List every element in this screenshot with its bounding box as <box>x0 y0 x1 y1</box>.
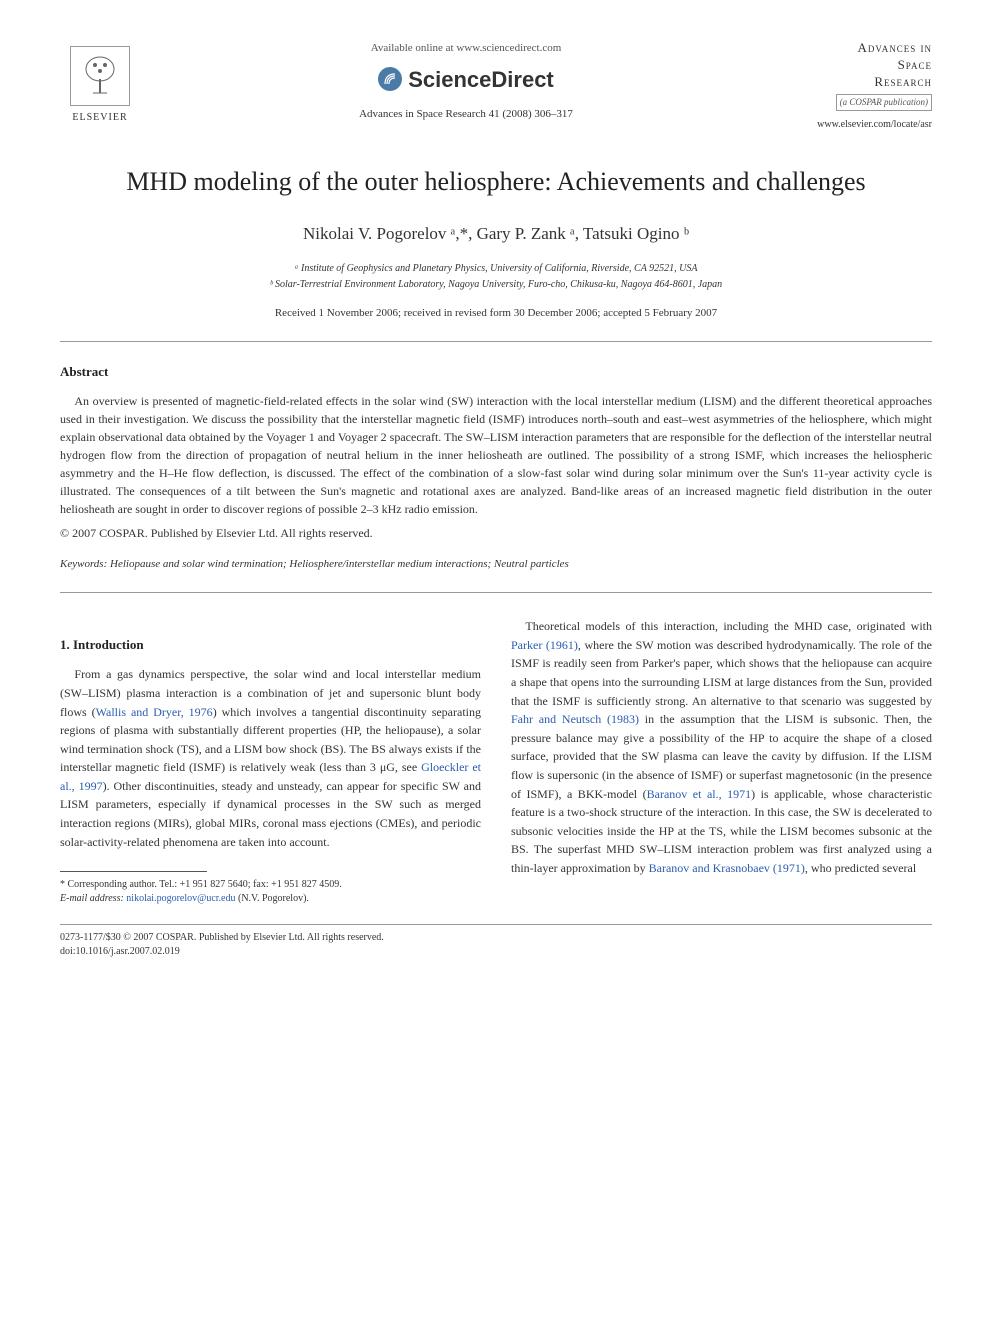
footer: 0273-1177/$30 © 2007 COSPAR. Published b… <box>60 931 932 959</box>
intro-col1-p1: From a gas dynamics perspective, the sol… <box>60 665 481 851</box>
keywords-text: Heliopause and solar wind termination; H… <box>107 558 569 570</box>
footer-line2: doi:10.1016/j.asr.2007.02.019 <box>60 945 932 959</box>
header-center: Available online at www.sciencedirect.co… <box>140 40 792 122</box>
footnote-email-line: E-mail address: nikolai.pogorelov@ucr.ed… <box>60 892 481 906</box>
footnote: * Corresponding author. Tel.: +1 951 827… <box>60 878 481 906</box>
journal-url: www.elsevier.com/locate/asr <box>792 117 932 132</box>
available-online-text: Available online at www.sciencedirect.co… <box>160 40 772 57</box>
header-row: ELSEVIER Available online at www.science… <box>60 40 932 132</box>
divider-top <box>60 341 932 342</box>
citation-fahr-neutsch[interactable]: Fahr and Neutsch (1983) <box>511 712 639 726</box>
elsevier-text: ELSEVIER <box>72 110 127 125</box>
footnote-corresponding: * Corresponding author. Tel.: +1 951 827… <box>60 878 481 892</box>
citation-baranov-krasnobaev[interactable]: Baranov and Krasnobaev (1971) <box>649 861 805 875</box>
abstract-copyright: © 2007 COSPAR. Published by Elsevier Ltd… <box>60 524 932 542</box>
abstract-heading: Abstract <box>60 362 932 382</box>
divider-bottom <box>60 592 932 593</box>
citation-wallis-dryer[interactable]: Wallis and Dryer, 1976 <box>96 705 213 719</box>
affiliations: ᵃ Institute of Geophysics and Planetary … <box>60 261 932 293</box>
affiliation-b: ᵇ Solar-Terrestrial Environment Laborato… <box>60 277 932 293</box>
keywords: Keywords: Heliopause and solar wind term… <box>60 556 932 573</box>
footnote-email[interactable]: nikolai.pogorelov@ucr.edu <box>124 893 236 904</box>
footer-divider <box>60 924 932 925</box>
keywords-label: Keywords: <box>60 558 107 570</box>
footnote-email-label: E-mail address: <box>60 893 124 904</box>
abstract-text: An overview is presented of magnetic-fie… <box>60 392 932 518</box>
body-columns: 1. Introduction From a gas dynamics pers… <box>60 617 932 906</box>
article-title: MHD modeling of the outer heliosphere: A… <box>60 162 932 201</box>
intro-heading: 1. Introduction <box>60 635 481 655</box>
journal-subtitle: (a COSPAR publication) <box>836 94 932 112</box>
journal-title-box: Advances in Space Research (a COSPAR pub… <box>792 40 932 132</box>
sciencedirect-text: ScienceDirect <box>408 63 554 96</box>
sciencedirect-icon <box>378 67 402 91</box>
sciencedirect-logo: ScienceDirect <box>160 63 772 96</box>
elsevier-tree-icon <box>70 46 130 106</box>
elsevier-logo: ELSEVIER <box>60 40 140 130</box>
intro-col2-p1: Theoretical models of this interaction, … <box>511 617 932 877</box>
citation-parker[interactable]: Parker (1961) <box>511 638 578 652</box>
journal-title: Advances in Space Research <box>792 40 932 91</box>
footer-line1: 0273-1177/$30 © 2007 COSPAR. Published b… <box>60 931 932 945</box>
affiliation-a: ᵃ Institute of Geophysics and Planetary … <box>60 261 932 277</box>
authors: Nikolai V. Pogorelov ᵃ,*, Gary P. Zank ᵃ… <box>60 221 932 247</box>
column-left: 1. Introduction From a gas dynamics pers… <box>60 617 481 906</box>
citation-baranov-etal[interactable]: Baranov et al., 1971 <box>647 787 751 801</box>
column-right: Theoretical models of this interaction, … <box>511 617 932 906</box>
journal-reference: Advances in Space Research 41 (2008) 306… <box>160 106 772 123</box>
footnote-email-name: (N.V. Pogorelov). <box>235 893 308 904</box>
article-dates: Received 1 November 2006; received in re… <box>60 305 932 322</box>
footnote-divider <box>60 871 207 872</box>
